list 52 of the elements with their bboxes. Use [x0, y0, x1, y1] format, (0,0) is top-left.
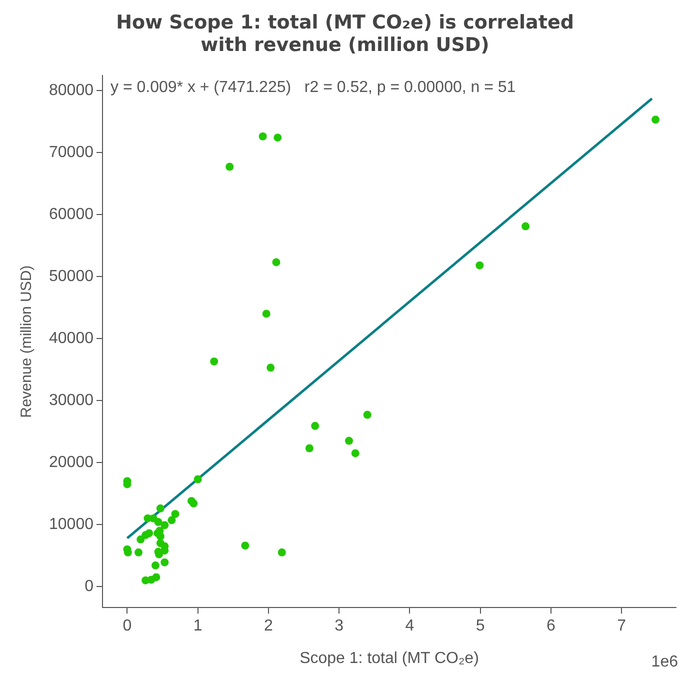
x-tick-label: 1 — [193, 618, 202, 635]
point — [262, 310, 270, 318]
y-tick-label: 70000 — [48, 144, 94, 161]
point — [311, 422, 320, 430]
x-tick-label: 2 — [264, 618, 274, 635]
x-axis-title: Scope 1: total (MT CO₂e) — [300, 650, 479, 667]
x-tick-label: 5 — [476, 618, 485, 635]
y-tick-label: 50000 — [48, 268, 94, 285]
point — [152, 573, 160, 582]
point — [194, 475, 202, 484]
point — [652, 116, 660, 124]
x-tick-label: 4 — [405, 618, 414, 635]
point — [156, 504, 164, 512]
point — [522, 222, 530, 230]
point — [278, 548, 286, 556]
point — [476, 261, 484, 270]
point — [258, 132, 267, 140]
point — [154, 518, 162, 526]
y-axis-title: Revenue (million USD) — [18, 265, 36, 418]
point — [351, 449, 360, 458]
point — [134, 548, 143, 556]
point — [136, 535, 145, 544]
y-tick-label: 20000 — [48, 454, 94, 471]
text: 1e6 — [651, 653, 678, 670]
point — [160, 558, 169, 566]
x-tick-label: 7 — [617, 618, 626, 635]
y-tick-label: 30000 — [48, 392, 94, 409]
point — [272, 258, 280, 266]
point — [241, 542, 250, 550]
x-tick-label: 3 — [334, 618, 344, 635]
point — [145, 529, 154, 538]
point — [363, 410, 372, 419]
point — [160, 521, 169, 530]
y-tick-label: 40000 — [48, 330, 94, 347]
point — [305, 444, 314, 452]
x-tick-label: 6 — [546, 618, 556, 635]
point — [344, 436, 353, 445]
point — [210, 357, 218, 366]
point — [266, 364, 275, 372]
point — [171, 510, 180, 518]
chart-title: How Scope 1: total (MT CO₂e) is correlated with revenue (million USD) — [116, 11, 574, 56]
point — [168, 516, 176, 524]
point — [190, 499, 198, 508]
y-tick-label: 0 — [84, 578, 94, 595]
point — [274, 134, 282, 142]
x-tick-label: 0 — [122, 618, 132, 635]
point — [226, 162, 234, 171]
annotation: y = 0.009* x + (7471.225) r2 = 0.52, p = 0.00000, n = 51 — [110, 79, 516, 96]
point — [151, 561, 160, 570]
y-tick-label: 80000 — [48, 82, 94, 99]
y-tick-label: 10000 — [48, 516, 94, 533]
y-tick-label: 60000 — [48, 206, 94, 223]
